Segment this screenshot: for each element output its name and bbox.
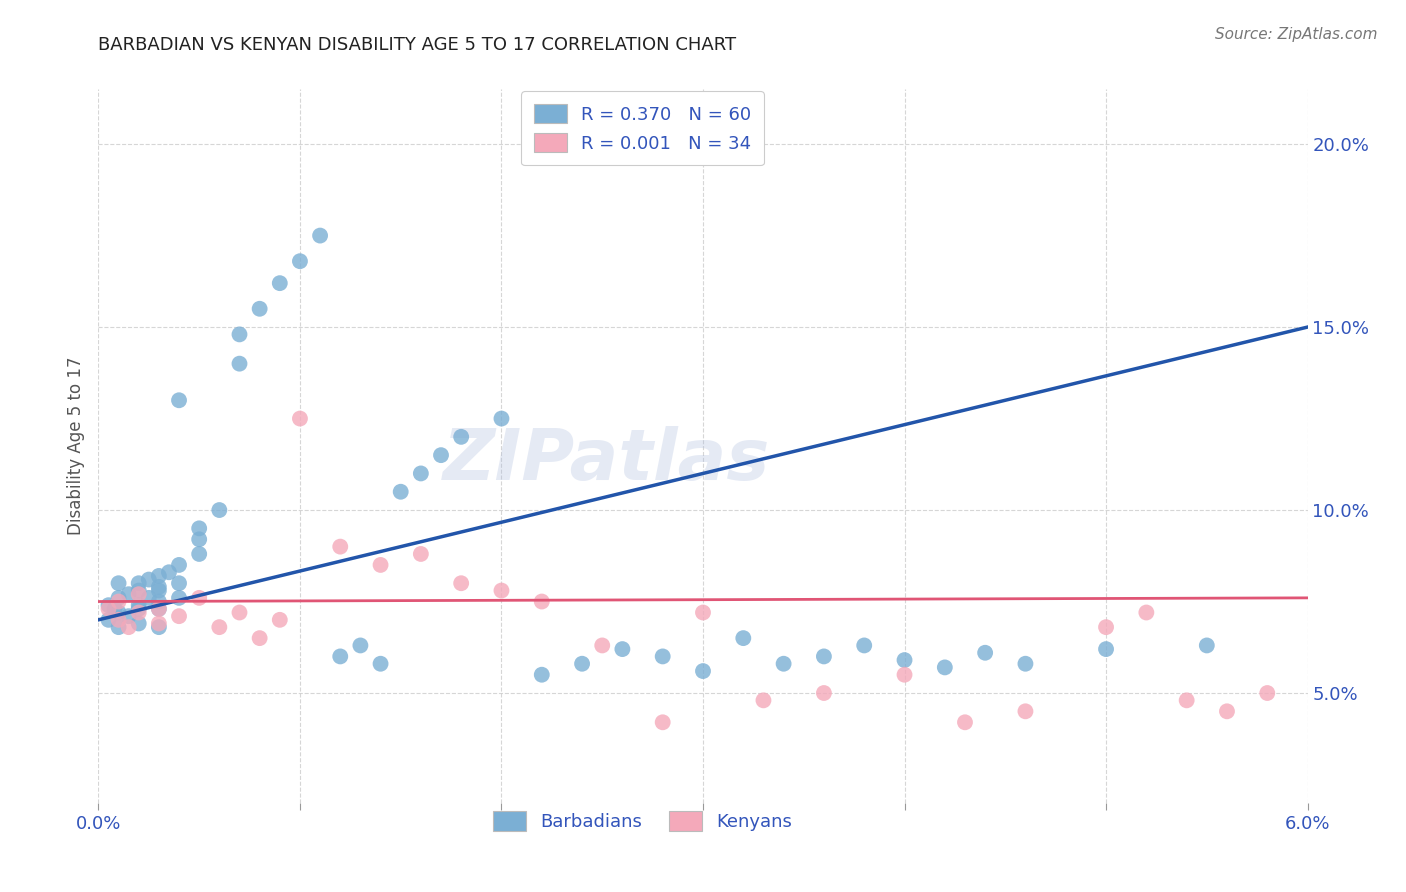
Point xyxy=(138,591,160,605)
Point xyxy=(208,503,231,517)
Point xyxy=(148,602,170,616)
Point xyxy=(651,715,673,730)
Point xyxy=(148,616,170,631)
Point xyxy=(1256,686,1278,700)
Point xyxy=(974,646,997,660)
Point xyxy=(128,606,150,620)
Point xyxy=(128,602,150,616)
Legend: Barbadians, Kenyans: Barbadians, Kenyans xyxy=(481,798,804,844)
Point xyxy=(148,580,170,594)
Point xyxy=(118,609,141,624)
Point xyxy=(813,649,835,664)
Point xyxy=(370,558,392,572)
Point xyxy=(430,448,453,462)
Point xyxy=(107,576,129,591)
Point xyxy=(1095,642,1118,657)
Point xyxy=(107,613,129,627)
Point xyxy=(450,430,472,444)
Point xyxy=(733,631,755,645)
Point xyxy=(530,594,553,608)
Point xyxy=(1135,606,1157,620)
Point xyxy=(288,254,311,268)
Point xyxy=(329,540,352,554)
Point xyxy=(491,583,513,598)
Point xyxy=(1216,704,1239,718)
Point xyxy=(208,620,231,634)
Point xyxy=(118,620,141,634)
Point xyxy=(349,639,371,653)
Point xyxy=(188,521,211,535)
Point xyxy=(389,484,412,499)
Point xyxy=(228,357,250,371)
Point xyxy=(107,594,129,608)
Point xyxy=(1014,704,1036,718)
Point xyxy=(97,602,120,616)
Point xyxy=(107,606,129,620)
Point xyxy=(157,566,180,580)
Point xyxy=(167,576,190,591)
Point xyxy=(128,616,150,631)
Point xyxy=(188,591,211,605)
Point xyxy=(269,276,291,290)
Text: Source: ZipAtlas.com: Source: ZipAtlas.com xyxy=(1215,27,1378,42)
Point xyxy=(409,547,432,561)
Point xyxy=(1175,693,1198,707)
Point xyxy=(97,613,120,627)
Point xyxy=(107,620,129,634)
Point xyxy=(103,602,125,616)
Point xyxy=(128,576,150,591)
Point xyxy=(953,715,976,730)
Point xyxy=(167,558,190,572)
Point xyxy=(167,393,190,408)
Point xyxy=(148,583,170,598)
Text: BARBADIAN VS KENYAN DISABILITY AGE 5 TO 17 CORRELATION CHART: BARBADIAN VS KENYAN DISABILITY AGE 5 TO … xyxy=(98,36,737,54)
Point xyxy=(934,660,956,674)
Point xyxy=(228,606,250,620)
Point xyxy=(249,631,271,645)
Point xyxy=(269,613,291,627)
Y-axis label: Disability Age 5 to 17: Disability Age 5 to 17 xyxy=(66,357,84,535)
Point xyxy=(107,591,129,605)
Point xyxy=(893,667,915,681)
Point xyxy=(128,598,150,612)
Point xyxy=(148,594,170,608)
Point xyxy=(591,639,613,653)
Point xyxy=(309,228,332,243)
Point xyxy=(450,576,472,591)
Point xyxy=(167,591,190,605)
Point xyxy=(692,606,714,620)
Point xyxy=(148,569,170,583)
Point xyxy=(148,602,170,616)
Point xyxy=(612,642,634,657)
Point xyxy=(651,649,673,664)
Point xyxy=(97,598,120,612)
Point xyxy=(167,609,190,624)
Point xyxy=(409,467,432,481)
Point xyxy=(118,587,141,601)
Point xyxy=(1195,639,1218,653)
Point xyxy=(1014,657,1036,671)
Point xyxy=(692,664,714,678)
Point xyxy=(530,667,553,681)
Point xyxy=(148,620,170,634)
Point xyxy=(813,686,835,700)
Point xyxy=(128,583,150,598)
Point xyxy=(1095,620,1118,634)
Point xyxy=(188,547,211,561)
Point xyxy=(571,657,593,671)
Point xyxy=(491,411,513,425)
Point xyxy=(138,573,160,587)
Point xyxy=(772,657,794,671)
Point xyxy=(370,657,392,671)
Point xyxy=(752,693,775,707)
Point xyxy=(228,327,250,342)
Point xyxy=(853,639,876,653)
Text: ZIPatlas: ZIPatlas xyxy=(443,425,770,495)
Point xyxy=(128,587,150,601)
Point xyxy=(893,653,915,667)
Point xyxy=(288,411,311,425)
Point xyxy=(329,649,352,664)
Point xyxy=(188,533,211,547)
Point xyxy=(249,301,271,316)
